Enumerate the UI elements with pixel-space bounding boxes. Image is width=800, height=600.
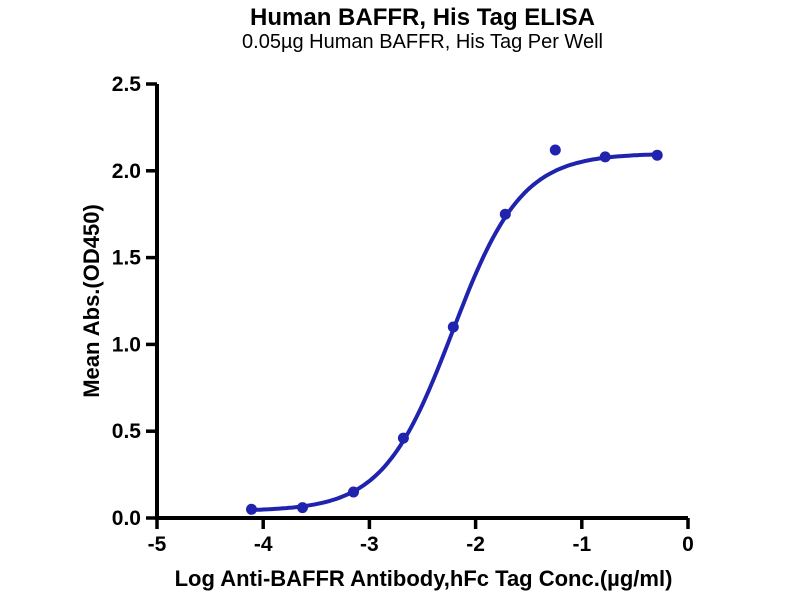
x-tick-label: -5 <box>148 533 167 556</box>
chart-subtitle: 0.05µg Human BAFFR, His Tag Per Well <box>242 31 603 53</box>
y-tick-label: 1.0 <box>112 333 141 356</box>
data-point <box>397 432 409 444</box>
y-tick-label: 1.5 <box>112 247 142 270</box>
data-point <box>447 321 459 333</box>
data-point <box>651 149 663 161</box>
data-point <box>246 503 257 515</box>
x-axis-label: Log Anti-BAFFR Antibody,hFc Tag Conc.(µg… <box>175 566 673 591</box>
chart-title: Human BAFFR, His Tag ELISA <box>250 4 595 31</box>
data-point <box>599 151 611 163</box>
y-tick-label: 0.5 <box>112 420 142 443</box>
axis-spine <box>155 84 688 520</box>
chart-title-block: Human BAFFR, His Tag ELISA 0.05µg Human … <box>45 4 800 54</box>
x-tick-label: -3 <box>360 533 379 556</box>
y-tick-label: 2.0 <box>112 160 141 183</box>
x-tick-label: 0 <box>682 533 694 556</box>
data-point <box>297 502 308 514</box>
y-axis-label: Mean Abs.(OD450) <box>79 204 104 398</box>
y-tick-label: 2.5 <box>112 73 142 96</box>
data-point <box>348 486 359 498</box>
y-tick-label: 0.0 <box>112 507 141 530</box>
x-tick-label: -1 <box>572 533 591 556</box>
x-tick-label: -4 <box>254 533 273 556</box>
data-point <box>549 144 561 156</box>
data-point <box>499 208 511 220</box>
x-tick-label: -2 <box>466 533 485 556</box>
